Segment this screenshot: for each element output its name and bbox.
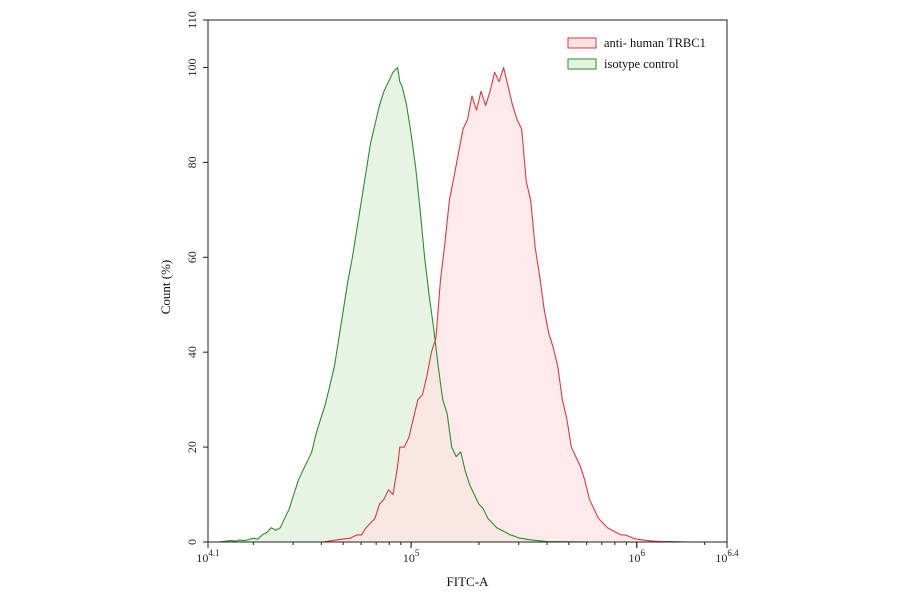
axes: 0 20 40 60 80 100 110 104.1 105 106 106.4 xyxy=(185,11,739,565)
x-tick-label: 106 xyxy=(628,548,645,565)
legend-label: anti- human TRBC1 xyxy=(604,36,706,50)
y-tick-label: 60 xyxy=(185,251,199,263)
y-tick-label: 100 xyxy=(185,58,199,76)
series-fill-0 xyxy=(280,67,727,542)
x-tick-label: 104.1 xyxy=(196,548,219,565)
x-tick-label: 106.4 xyxy=(715,548,739,565)
y-tick-label: 40 xyxy=(185,346,199,358)
series-fill-1 xyxy=(208,67,727,542)
series-line-0 xyxy=(280,66,727,543)
x-tick-label: 105 xyxy=(403,548,420,565)
y-tick-label: 0 xyxy=(185,539,199,545)
legend-swatch xyxy=(567,37,597,49)
series-line-1 xyxy=(208,66,727,543)
legend-label: isotype control xyxy=(604,57,679,71)
x-axis-title: FITC-A xyxy=(447,574,490,589)
legend-swatch xyxy=(567,58,597,70)
plot-frame xyxy=(207,19,728,543)
y-tick-label: 20 xyxy=(185,441,199,453)
y-tick-label: 80 xyxy=(185,156,199,168)
plot-area xyxy=(208,66,727,543)
y-axis-title: Count (%) xyxy=(158,260,173,315)
legend: anti- human TRBC1 isotype control xyxy=(567,36,706,71)
y-tick-label: 110 xyxy=(185,11,199,29)
